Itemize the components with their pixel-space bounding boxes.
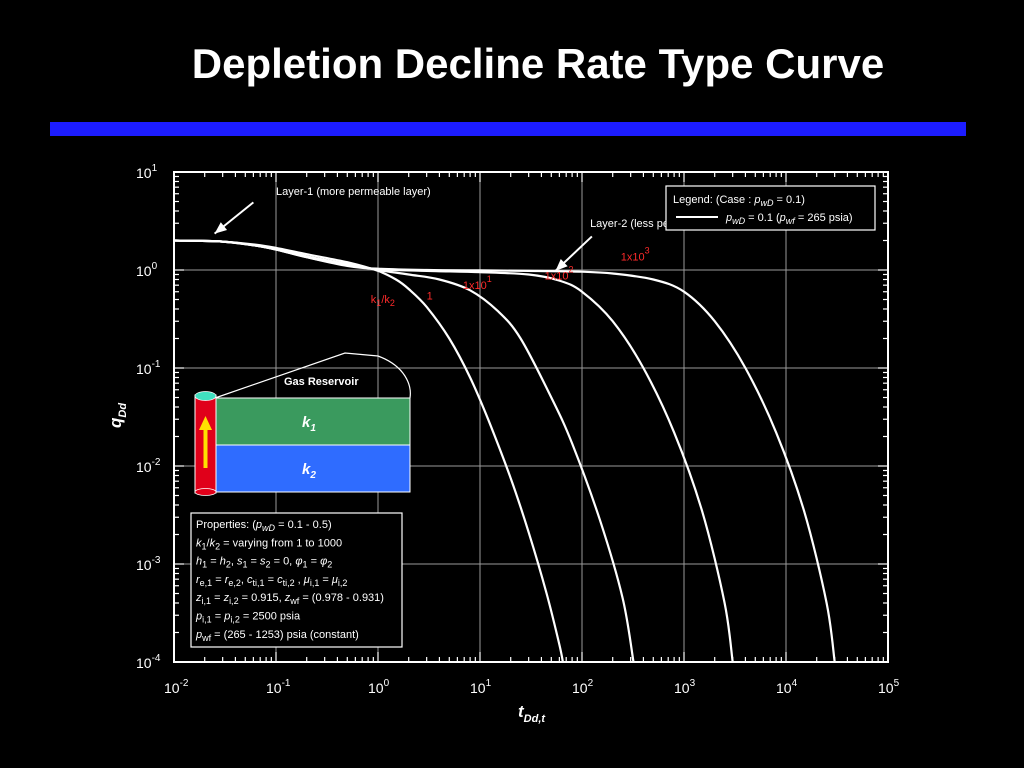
- x-tick-label: 10-2: [164, 678, 189, 696]
- property-line: pwf = (265 - 1253) psia (constant): [195, 629, 359, 643]
- property-line: Properties: (pwD = 0.1 - 0.5): [196, 519, 332, 533]
- gas-reservoir-diagram: Gas Reservoir k1 k2: [194, 352, 411, 496]
- curve-labels: k1/k2 1 1x101 1x102 1x103: [371, 246, 650, 309]
- curve-ratio-label: 1: [427, 291, 433, 303]
- title-bar: [50, 122, 966, 136]
- plot-frame: [173, 171, 889, 663]
- y-tick-label: 100: [136, 261, 158, 279]
- layer-2-block: [214, 444, 411, 493]
- x-tick-label: 101: [470, 678, 492, 696]
- reservoir-dome-outline: [214, 352, 411, 399]
- legend-entry: pwD = 0.1 (pwf = 265 psia): [725, 212, 853, 226]
- curve-series-1: [173, 239, 564, 663]
- layer-1-block: [214, 397, 411, 446]
- x-axis-title: tDd,t: [518, 702, 546, 725]
- layer1-annotation-text: Layer-1 (more permeable layer): [276, 186, 431, 198]
- property-line: pi,1 = pi,2 = 2500 psia: [195, 611, 301, 625]
- x-tick-label: 102: [572, 678, 594, 696]
- y-tick-label: 101: [136, 163, 158, 181]
- properties-lines: Properties: (pwD = 0.1 - 0.5) k1/k2 = var…: [195, 519, 384, 643]
- curves: [173, 239, 836, 663]
- layer-2-label: k2: [302, 461, 316, 481]
- y-tick-label: 10-3: [136, 555, 161, 573]
- annotations: Layer-1 (more permeable layer)Layer-2 (l…: [213, 186, 739, 272]
- layer-1-label: k1: [302, 414, 316, 434]
- axis-tick-labels: 10-2 10-1 100 101 102 103 104 105 101 100 10-1 10-2…: [136, 163, 900, 696]
- curve-ratio-label: k1/k2: [371, 294, 395, 308]
- layer1-annotation-arrowhead-icon: [214, 222, 228, 234]
- properties-box: Properties: (pwD = 0.1 - 0.5) k1/k2 = var…: [190, 512, 403, 648]
- legend-title: Legend: (Case : pwD = 0.1): [673, 194, 805, 208]
- curve-series-4: [173, 239, 836, 663]
- curve-ratio-label: 1x102: [545, 264, 574, 282]
- property-line: re,1 = re,2, cti,1 = cti,2 , μi,1 = μi,2: [196, 574, 347, 588]
- reservoir-title: Gas Reservoir: [284, 376, 359, 388]
- x-tick-label: 103: [674, 678, 696, 696]
- curve-ratio-label: 1x103: [621, 246, 650, 264]
- y-tick-label: 10-1: [136, 359, 161, 377]
- x-tick-label: 10-1: [266, 678, 291, 696]
- slide-title: Depletion Decline Rate Type Curve: [191, 40, 885, 87]
- property-line: zi,1 = zi,2 = 0.915, zwf = (0.978 - 0.93…: [195, 592, 384, 606]
- layer2-annotation-arrowhead-icon: [555, 258, 568, 271]
- wellbore-cap: [194, 391, 217, 401]
- wellbore-base: [194, 488, 217, 496]
- y-tick-label: 10-4: [136, 653, 161, 671]
- property-line: k1/k2 = varying from 1 to 1000: [196, 537, 342, 551]
- curve-ratio-label: 1x101: [463, 274, 492, 292]
- axis-ticks: [173, 172, 888, 663]
- y-axis-title: qDd: [106, 403, 129, 428]
- x-tick-label: 100: [368, 678, 390, 696]
- property-line: h1 = h2, s1 = s2 = 0, φ1 = φ2: [196, 556, 332, 570]
- legend: Legend: (Case : pwD = 0.1) pwD = 0.1 (pw…: [665, 185, 876, 231]
- x-tick-label: 105: [878, 678, 900, 696]
- flow-arrow-icon: [199, 416, 212, 430]
- x-tick-label: 104: [776, 678, 798, 696]
- y-tick-label: 10-2: [136, 457, 161, 475]
